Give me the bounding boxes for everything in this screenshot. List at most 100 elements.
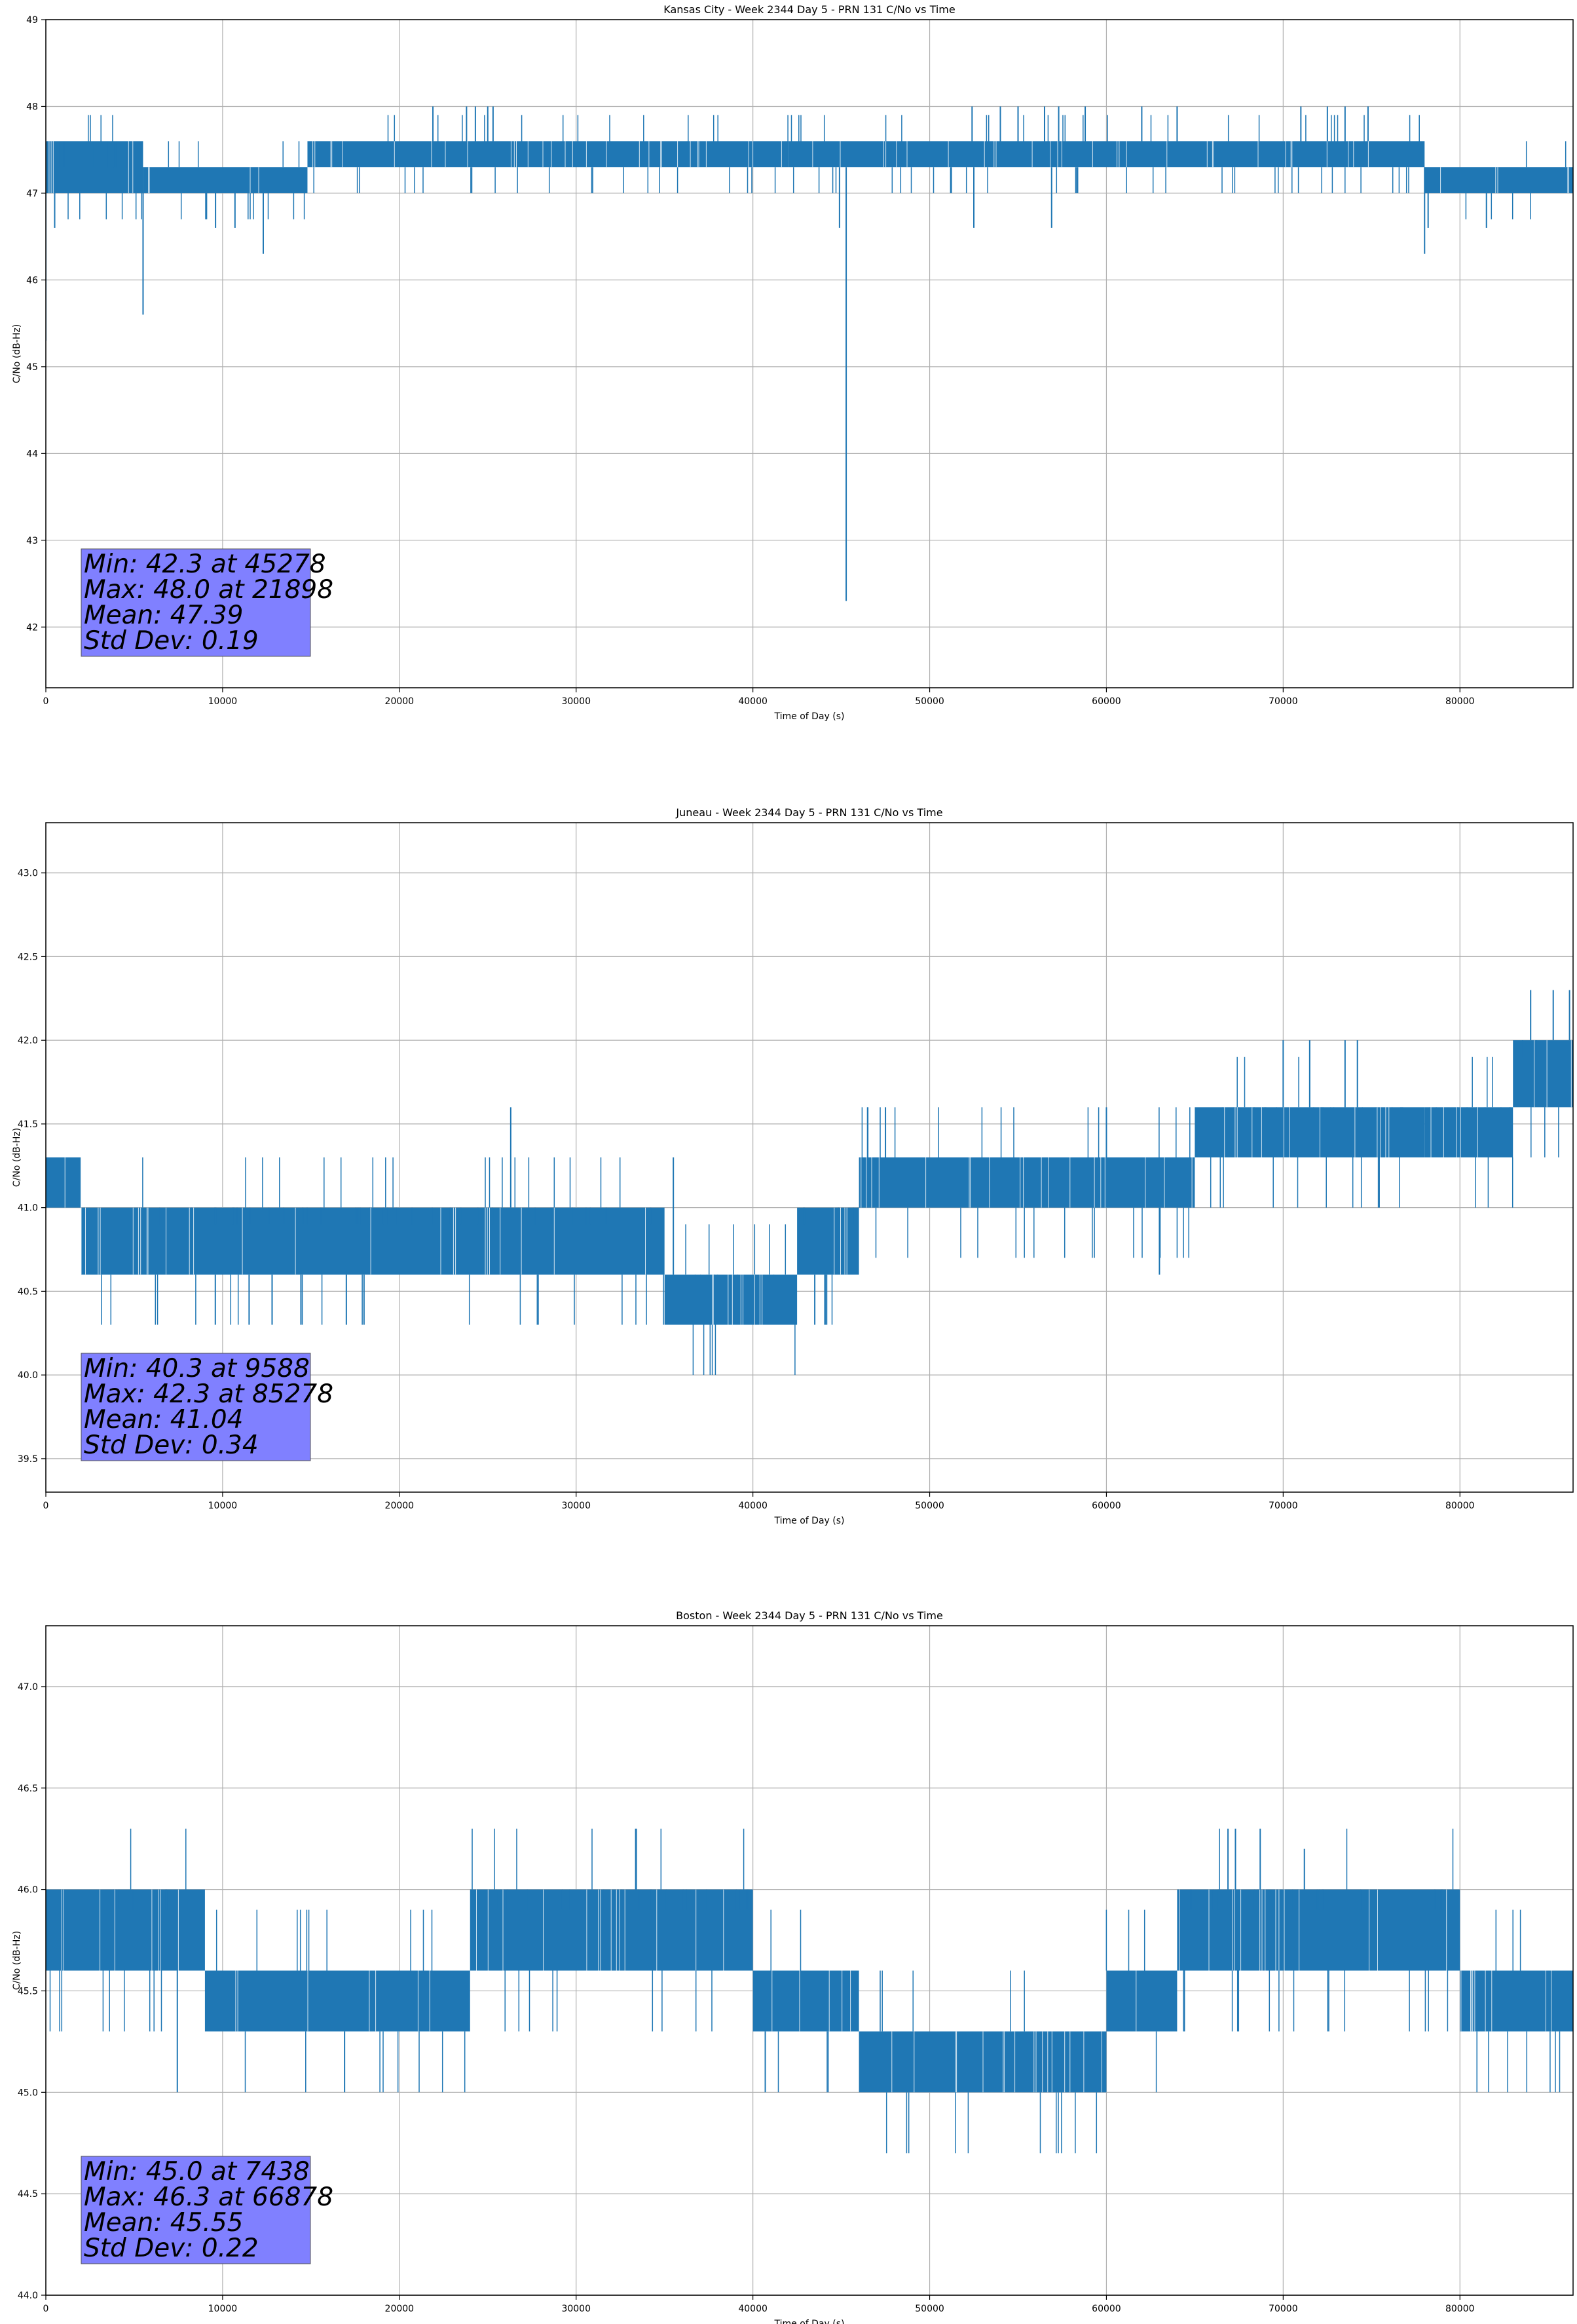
axes-frame [45,1625,1574,2296]
series-noise [1183,1828,1454,2032]
y-tick-label: 45.0 [18,2088,38,2098]
y-tick-label: 47.0 [18,1682,38,1693]
x-tick-label: 80000 [1445,1501,1475,1511]
stats-line: Max: 46.3 at 66878 [84,2183,333,2212]
chart-title: Kansas City - Week 2344 Day 5 - PRN 131 … [663,3,955,16]
x-tick-label: 70000 [1269,1501,1298,1511]
y-tick-label: 40.5 [18,1286,38,1297]
stats-line: Min: 45.0 at 7438 [84,2157,310,2186]
y-tick-label: 42.0 [18,1036,38,1046]
y-tick-label: 46.5 [18,1784,38,1794]
x-tick-label: 0 [43,696,49,707]
series-noise [1429,1057,1513,1208]
x-tick-label: 10000 [208,696,238,707]
x-tick-label: 70000 [1269,2304,1298,2314]
chart-title: Juneau - Week 2344 Day 5 - PRN 131 C/No … [675,806,942,819]
series-gaps [1179,1889,1447,1971]
stats-line: Mean: 45.55 [84,2208,243,2238]
x-tick-label: 30000 [561,2304,591,2314]
series-noise [472,1828,749,2032]
x-tick-label: 0 [43,1501,49,1511]
series-band [797,1207,859,1275]
y-tick-label: 43.0 [18,869,38,879]
y-tick-label: 42.5 [18,952,38,962]
series-band [1424,1107,1513,1157]
y-tick-label: 39.5 [18,1454,38,1465]
data-layer [46,1828,1573,2154]
series-band [81,1207,665,1275]
series-band [788,141,1425,168]
series-gaps [834,1207,847,1275]
series-band [143,167,308,193]
series-gaps [771,1970,851,2032]
x-tick-label: 30000 [561,696,591,707]
series-band [1195,1107,1425,1157]
series-band [470,1889,753,1971]
y-tick-label: 49 [26,15,38,26]
x-tick-label: 70000 [1269,696,1298,707]
series-gaps [1440,167,1569,193]
series-gaps [61,1889,179,1971]
x-tick-label: 50000 [915,1501,944,1511]
series-gaps [81,1207,646,1275]
series-band [1424,167,1573,193]
series-gaps [1460,1970,1551,2032]
series-noise [803,1207,854,1325]
y-tick-label: 40.0 [18,1370,38,1381]
chart-panel-3: 0 10000 20000 30000 40000 50000 60000 70000 8000… [12,1609,1574,2324]
y-axis-label: C/No (dB-Hz) [12,324,22,383]
y-tick-label: 46.0 [18,1885,38,1896]
y-tick-label: 47 [26,189,38,199]
x-tick-label: 60000 [1092,1501,1121,1511]
series-band [752,1970,859,2032]
x-tick-label: 0 [43,2304,49,2314]
x-tick-label: 60000 [1092,696,1121,707]
series-noise [1210,1057,1403,1208]
y-tick-label: 45.5 [18,1986,38,1996]
y-tick-label: 45 [26,362,38,373]
y-axis-label: C/No (dB-Hz) [12,1931,22,1990]
x-tick-label: 20000 [385,1501,415,1511]
stats-box [81,1353,311,1461]
series-gaps [1430,1107,1478,1157]
y-tick-label: 46 [26,275,38,286]
x-axis-label: Time of Day (s) [774,711,845,722]
x-tick-label: 40000 [738,696,768,707]
x-tick-label: 50000 [915,2304,944,2314]
chart-panel-2: 0 10000 20000 30000 40000 50000 60000 70000 8000… [12,806,1574,1526]
series-band [1106,1970,1178,2032]
series-band [204,1970,470,2032]
x-axis-label: Time of Day (s) [774,1516,845,1526]
series-gaps [861,1157,1193,1208]
chart-title: Boston - Week 2344 Day 5 - PRN 131 C/No … [676,1609,943,1622]
y-tick-label: 44.5 [18,2189,38,2200]
series-gaps [712,1274,763,1325]
series-band [307,141,788,168]
series-gaps [1534,1040,1572,1108]
stats-box [81,2156,311,2264]
series-gaps [812,141,1369,168]
x-tick-label: 30000 [561,1501,591,1511]
series-noise [58,115,142,219]
series-gaps [1224,1107,1390,1157]
stats-line: Mean: 41.04 [84,1405,243,1434]
series-band [664,1274,798,1325]
x-tick-label: 80000 [1445,2304,1475,2314]
series-gaps [476,1889,724,1971]
series-gaps [891,2031,1102,2093]
y-tick-label: 41.5 [18,1119,38,1130]
x-tick-label: 10000 [208,1501,238,1511]
series-band [1513,1040,1573,1108]
series-noise [101,1157,664,1325]
series-noise [685,1224,796,1376]
series-band [1460,1970,1573,2032]
series-band [859,1157,1195,1208]
stats-line: Min: 40.3 at 9588 [84,1354,310,1383]
series-gaps [64,1157,81,1208]
stats-box [81,548,311,657]
y-tick-label: 44 [26,449,38,459]
x-tick-label: 20000 [385,696,415,707]
stats-line: Std Dev: 0.19 [84,626,259,656]
series-gaps [312,141,782,168]
